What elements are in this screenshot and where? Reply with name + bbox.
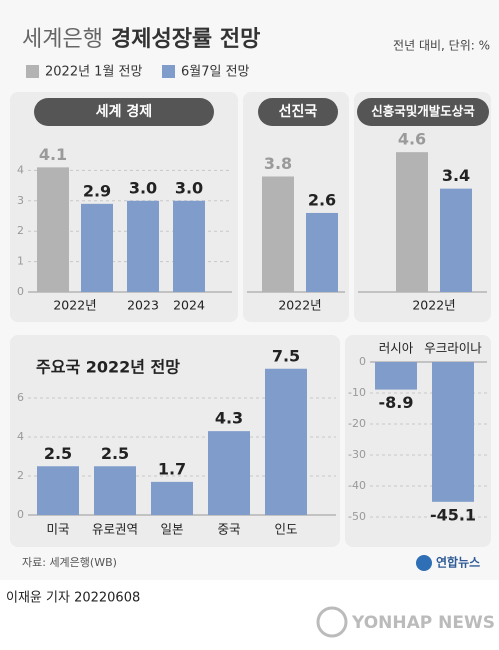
logo-icon bbox=[416, 555, 432, 571]
bar bbox=[396, 152, 428, 292]
value-label: -8.9 bbox=[379, 393, 414, 412]
y-tick-label: 3 bbox=[17, 194, 24, 207]
y-tick-label: 2 bbox=[17, 469, 24, 482]
title: 세계은행 경제성장률 전망 bbox=[22, 27, 260, 52]
y-tick-label: 4 bbox=[17, 430, 24, 443]
bar bbox=[81, 203, 113, 292]
value-label: 3.0 bbox=[175, 178, 203, 197]
value-label: 2.5 bbox=[44, 444, 72, 463]
chart-title: 세계 경제 bbox=[96, 103, 152, 120]
title-light: 세계은행 bbox=[22, 27, 103, 52]
title-pill bbox=[357, 98, 489, 126]
title-pill bbox=[258, 98, 338, 126]
byline: 이재윤 기자 20220608 bbox=[6, 591, 140, 606]
value-label: 4.3 bbox=[215, 409, 243, 428]
title-pill bbox=[34, 98, 214, 126]
legend-swatch bbox=[162, 65, 175, 78]
y-tick-label: -30 bbox=[348, 448, 366, 461]
x-tick-label: 미국 bbox=[46, 522, 69, 537]
x-tick-label: 러시아 bbox=[379, 341, 414, 356]
value-label: 1.7 bbox=[158, 459, 186, 478]
value-label: 3.0 bbox=[129, 178, 157, 197]
legend-swatch bbox=[26, 65, 39, 78]
bar bbox=[440, 188, 472, 292]
chart-title: 주요국 2022년 전망 bbox=[36, 358, 180, 377]
y-tick-label: 1 bbox=[17, 255, 24, 268]
x-tick-label: 중국 bbox=[217, 522, 240, 537]
x-tick-label: 우크라이나 bbox=[424, 341, 482, 356]
logo: 연합뉴스 bbox=[436, 555, 480, 570]
bar bbox=[375, 362, 417, 390]
x-tick-label: 2024 bbox=[173, 298, 205, 313]
y-tick-label: -10 bbox=[348, 386, 366, 399]
bar bbox=[306, 212, 338, 292]
value-label: -45.1 bbox=[430, 505, 476, 524]
x-tick-label: 2023 bbox=[127, 298, 159, 313]
y-tick-label: 6 bbox=[17, 391, 24, 404]
bar bbox=[151, 481, 193, 515]
x-tick-label: 일본 bbox=[160, 522, 183, 537]
charts: 0 1 2 3 4 4.1 2.9 2022년 3.0 2023 3.0 2024 3.8 2.6 2022… bbox=[17, 130, 487, 537]
source: 자료: 세계은행(WB) bbox=[22, 556, 117, 569]
value-label: 4.6 bbox=[398, 130, 426, 149]
bar bbox=[265, 368, 307, 515]
value-label: 2.9 bbox=[83, 181, 111, 200]
value-label: 7.5 bbox=[272, 346, 300, 365]
bar bbox=[127, 200, 159, 292]
chart-title: 신흥국및개발도상국 bbox=[371, 104, 475, 119]
panel bbox=[10, 335, 340, 547]
legend-label: 6월7일 전망 bbox=[181, 65, 250, 80]
y-tick-label: 2 bbox=[17, 224, 24, 237]
x-tick-label: 2022년 bbox=[53, 298, 96, 313]
value-label: 2.6 bbox=[308, 190, 336, 209]
watermark: YONHAP NEWS bbox=[351, 613, 495, 633]
x-tick-label: 유로권역 bbox=[92, 522, 138, 537]
y-tick-label: 4 bbox=[17, 163, 24, 176]
legend: 2022년 1월 전망 6월7일 전망 bbox=[26, 65, 250, 80]
y-tick-label: 0 bbox=[17, 508, 24, 521]
y-tick-label: -40 bbox=[348, 479, 366, 492]
value-label: 3.8 bbox=[264, 154, 292, 173]
bar bbox=[173, 200, 205, 292]
title-bold: 경제성장률 전망 bbox=[111, 27, 260, 52]
watermark-icon bbox=[316, 606, 348, 638]
x-tick-label: 2022년 bbox=[412, 298, 455, 313]
value-label: 4.1 bbox=[39, 145, 67, 164]
bar bbox=[208, 431, 250, 515]
bar bbox=[94, 466, 136, 515]
chart-title: 선진국 bbox=[279, 103, 318, 120]
bar bbox=[262, 176, 294, 292]
unit-note: 전년 대비, 단위: % bbox=[393, 39, 490, 53]
bar bbox=[432, 362, 474, 502]
y-tick-label: -50 bbox=[348, 510, 366, 523]
y-tick-label: 0 bbox=[359, 355, 366, 368]
bar bbox=[37, 466, 79, 515]
y-tick-label: 0 bbox=[17, 285, 24, 298]
x-tick-label: 인도 bbox=[274, 522, 297, 537]
value-label: 3.4 bbox=[442, 166, 470, 185]
legend-label: 2022년 1월 전망 bbox=[45, 65, 142, 80]
x-tick-label: 2022년 bbox=[278, 298, 321, 313]
bar bbox=[37, 167, 69, 292]
y-tick-label: -20 bbox=[348, 417, 366, 430]
value-label: 2.5 bbox=[101, 444, 129, 463]
